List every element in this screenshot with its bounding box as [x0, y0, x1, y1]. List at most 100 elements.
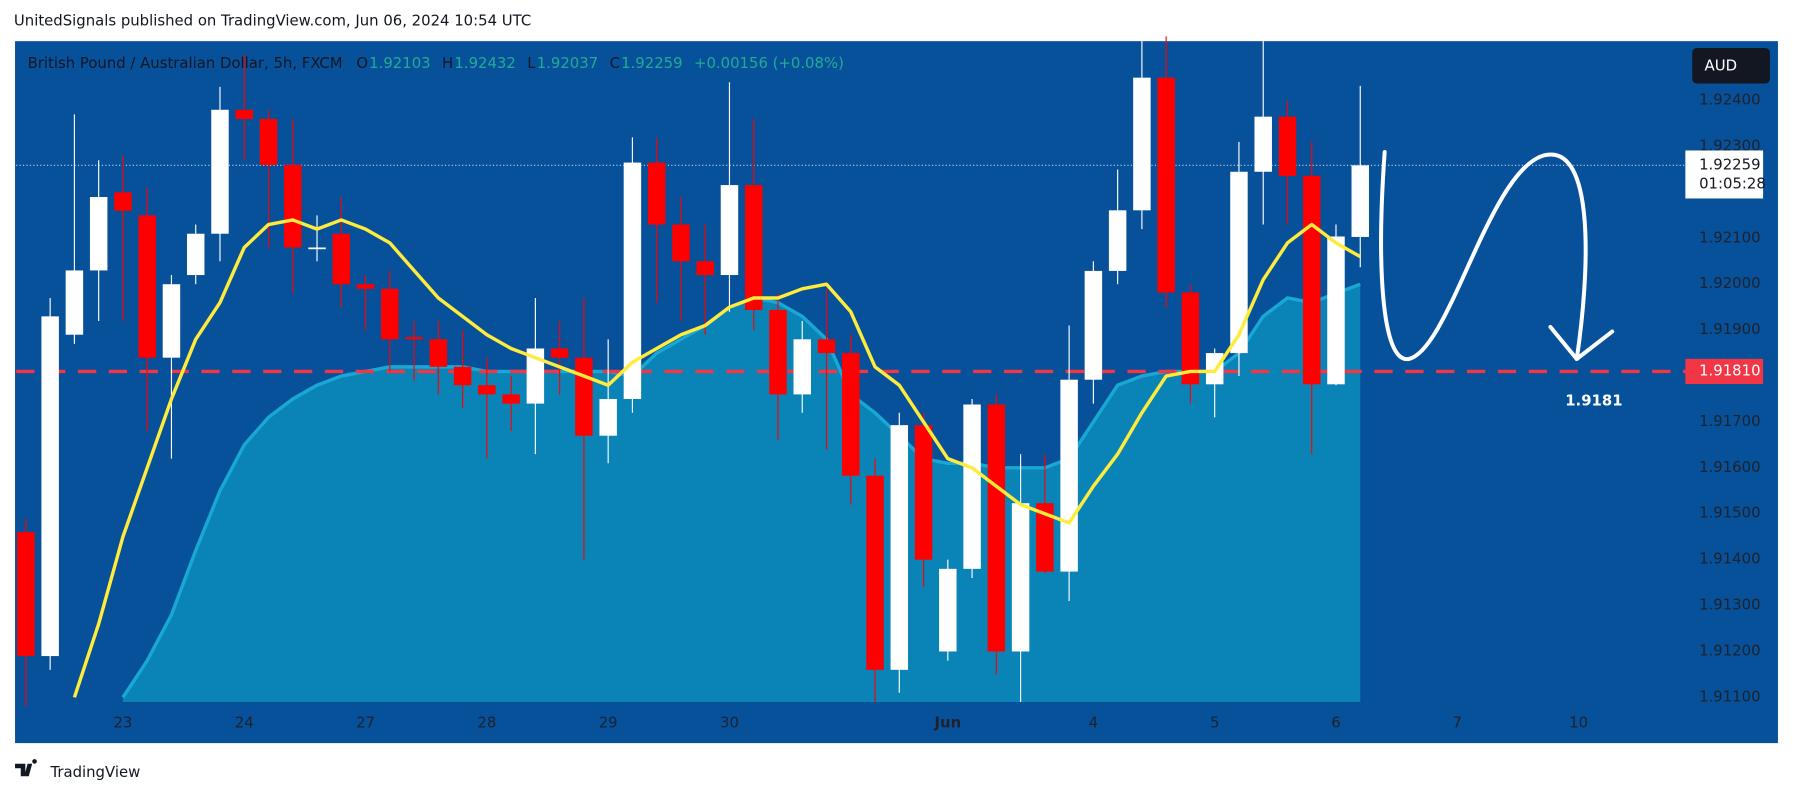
y-tick-label: 1.91900 — [1699, 320, 1760, 338]
candle-body — [1157, 77, 1175, 293]
candle-body — [866, 475, 884, 670]
y-tick-label: 1.91100 — [1699, 687, 1760, 705]
ohlc-key: L — [527, 54, 536, 72]
last-price-label: 1.92259 — [1699, 155, 1760, 173]
x-tick-label: 29 — [599, 714, 618, 732]
arrow-head — [1548, 324, 1615, 361]
hand-drawn-curve — [1379, 150, 1588, 361]
candle-body — [987, 404, 1006, 652]
candle-body — [575, 357, 593, 436]
candle-body — [138, 215, 156, 358]
candle-body — [1036, 503, 1054, 572]
candle-body — [599, 398, 617, 436]
moving-average — [72, 218, 1362, 698]
candle-body — [114, 192, 132, 211]
y-tick-label: 1.92300 — [1699, 137, 1760, 155]
candle-body — [1327, 236, 1345, 385]
candle-body — [939, 568, 957, 652]
candle-body — [65, 270, 84, 335]
candle-body — [1108, 210, 1127, 271]
candle-body — [1133, 77, 1151, 211]
candle-body — [1084, 270, 1103, 380]
candle-body — [1302, 175, 1321, 385]
ohlc-key: O — [356, 54, 368, 72]
candle-body — [647, 162, 666, 225]
level-price-label: 1.91810 — [1699, 361, 1760, 379]
x-tick-label: Jun — [933, 714, 961, 732]
currency-badge — [1692, 48, 1770, 84]
candle-body — [356, 284, 375, 289]
candle-body — [623, 162, 642, 399]
y-tick-label: 1.91600 — [1699, 458, 1760, 476]
level-annotation: 1.9181 — [1565, 391, 1622, 409]
candle-body — [429, 339, 448, 367]
candle-body — [890, 425, 909, 670]
candle-body — [769, 309, 787, 395]
symbol-title: British Pound / Australian Dollar, 5h, F… — [28, 54, 343, 72]
x-tick-label: 6 — [1331, 714, 1340, 732]
x-tick-label: 10 — [1569, 714, 1588, 732]
candle-body — [162, 284, 181, 358]
x-tick-label: 24 — [235, 714, 254, 732]
candle-body — [817, 339, 836, 354]
candle-body — [41, 316, 59, 657]
candle-body — [550, 348, 569, 358]
candle-body — [1278, 116, 1297, 176]
y-tick-label: 1.92000 — [1699, 274, 1760, 292]
candle-body — [502, 394, 520, 404]
ohlc-value: 1.92103 — [369, 54, 430, 72]
y-tick-label: 1.92400 — [1699, 91, 1760, 109]
candle-body — [672, 224, 690, 262]
legend: British Pound / Australian Dollar, 5h, F… — [28, 54, 844, 72]
candle-body — [308, 247, 326, 250]
candle-body — [914, 425, 933, 560]
candle-body — [1181, 292, 1200, 385]
ohlc-key: H — [442, 54, 453, 72]
candle-body — [332, 233, 351, 285]
publisher-line: UnitedSignals published on TradingView.c… — [14, 12, 531, 30]
x-tick-label: 27 — [356, 714, 375, 732]
y-tick-label: 1.92100 — [1699, 228, 1760, 246]
y-tick-label: 1.91200 — [1699, 641, 1760, 659]
candle-body — [211, 109, 229, 234]
y-tick-label: 1.91500 — [1699, 504, 1760, 522]
x-tick-label: 7 — [1453, 714, 1462, 732]
ohlc-value: 1.92259 — [621, 54, 682, 72]
candle-body — [235, 109, 253, 119]
candle-body — [793, 339, 811, 395]
level-price-badge — [1685, 358, 1764, 385]
candle-body — [89, 197, 108, 271]
candle-body — [453, 366, 472, 386]
countdown-label: 01:05:28 — [1699, 175, 1766, 193]
x-tick-label: 5 — [1210, 714, 1219, 732]
candle-body — [1060, 379, 1078, 572]
last-price-badge — [1685, 150, 1764, 199]
candle-body — [405, 337, 423, 340]
ohlc-value: 1.92037 — [537, 54, 598, 72]
candle-body — [720, 185, 739, 276]
y-tick-label: 1.91300 — [1699, 596, 1760, 614]
x-tick-label: 28 — [477, 714, 496, 732]
candle-body — [381, 288, 399, 340]
ohlc-value: 1.92432 — [454, 54, 515, 72]
candle-body — [696, 261, 714, 276]
candle-body — [17, 532, 35, 657]
candle-body — [1254, 116, 1272, 172]
candle-body — [842, 353, 860, 476]
candle-body — [526, 348, 545, 404]
footer-logo: TradingView — [15, 759, 140, 781]
ohlc-key: C — [610, 54, 620, 72]
candle-body — [1351, 165, 1369, 237]
logo-mark — [15, 759, 37, 777]
candle-body — [478, 385, 496, 395]
footer-brand: TradingView — [49, 763, 140, 781]
candle-body — [284, 164, 302, 248]
candle-body — [259, 118, 278, 165]
x-tick-label: 23 — [113, 714, 132, 732]
change-value: +0.00156 (+0.08%) — [694, 54, 844, 72]
y-tick-label: 1.91400 — [1699, 550, 1760, 568]
candle-body — [744, 185, 763, 310]
candle-body — [1230, 171, 1248, 354]
x-tick-label: 30 — [720, 714, 739, 732]
